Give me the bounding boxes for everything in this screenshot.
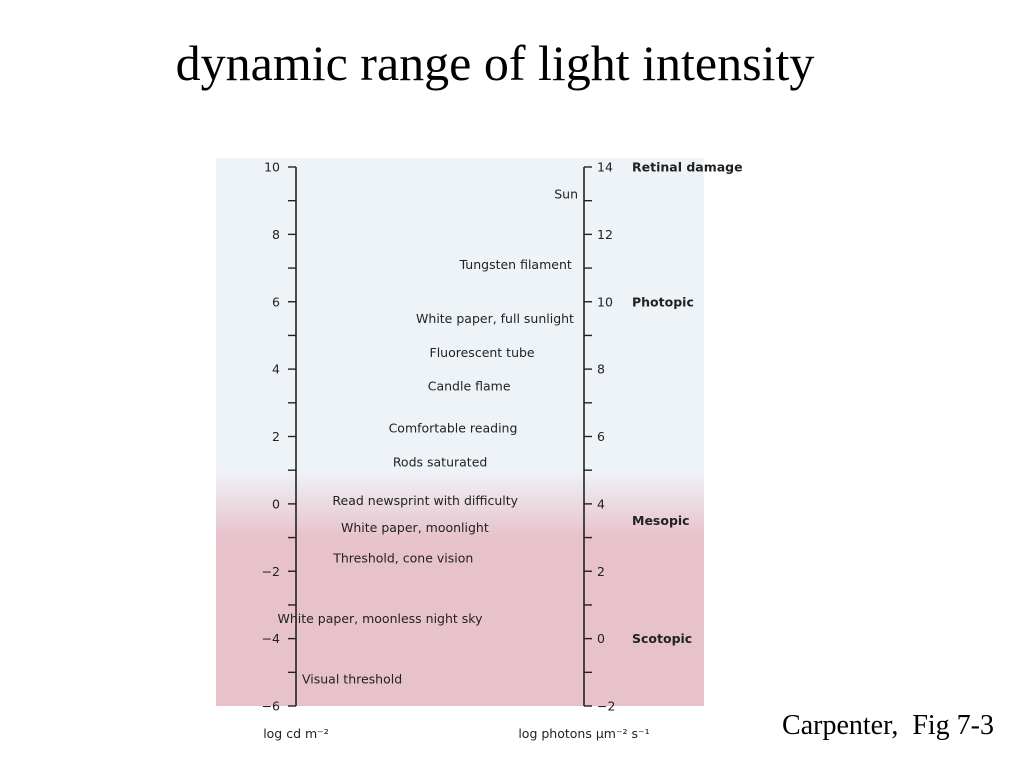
- right-axis-tick-label: 14: [597, 160, 613, 175]
- light-level-label: White paper, full sunlight: [416, 311, 574, 326]
- light-level-label: Visual threshold: [302, 672, 402, 687]
- right-axis-tick-label: 6: [597, 429, 605, 444]
- vision-regime-label: Photopic: [632, 294, 694, 309]
- vision-regime-label: Mesopic: [632, 513, 690, 528]
- light-level-label: Fluorescent tube: [430, 345, 535, 360]
- right-axis-unit: log photons µm⁻² s⁻¹: [518, 726, 649, 741]
- light-level-label: Sun: [554, 186, 578, 201]
- left-axis-tick-label: −2: [262, 564, 280, 579]
- left-axis-tick-label: 10: [264, 160, 280, 175]
- figure-citation: Carpenter, Fig 7-3: [782, 710, 994, 741]
- light-level-label: Candle flame: [428, 378, 511, 393]
- slide-title: dynamic range of light intensity: [175, 35, 815, 91]
- left-axis-tick-label: 2: [272, 429, 280, 444]
- light-level-label: Read newsprint with difficulty: [332, 493, 518, 508]
- light-level-label: Rods saturated: [393, 454, 488, 469]
- right-axis-tick-label: 10: [597, 294, 613, 309]
- light-level-label: Comfortable reading: [389, 421, 518, 436]
- mesopic-shading: [216, 470, 704, 538]
- right-axis-tick-label: 2: [597, 564, 605, 579]
- right-axis-tick-label: 12: [597, 227, 613, 242]
- left-axis-tick-label: 6: [272, 294, 280, 309]
- light-level-label: White paper, moonless night sky: [277, 611, 483, 626]
- vision-regime-label: Scotopic: [632, 631, 692, 646]
- left-axis-tick-label: −4: [262, 631, 280, 646]
- vision-regime-label: Retinal damage: [632, 160, 743, 175]
- left-axis-tick-label: −6: [262, 699, 280, 714]
- right-axis-tick-label: 4: [597, 496, 605, 511]
- left-axis-unit: log cd m⁻²: [263, 726, 329, 741]
- light-level-label: Tungsten filament: [459, 257, 572, 272]
- right-axis-tick-label: 8: [597, 362, 605, 377]
- right-axis-tick-label: 0: [597, 631, 605, 646]
- right-axis-tick-label: −2: [597, 699, 615, 714]
- scotopic-shading: [216, 537, 704, 706]
- left-axis-tick-label: 8: [272, 227, 280, 242]
- left-axis-tick-label: 4: [272, 362, 280, 377]
- left-axis-tick-label: 0: [272, 496, 280, 511]
- light-level-label: Threshold, cone vision: [332, 550, 473, 565]
- light-level-label: White paper, moonlight: [341, 520, 489, 535]
